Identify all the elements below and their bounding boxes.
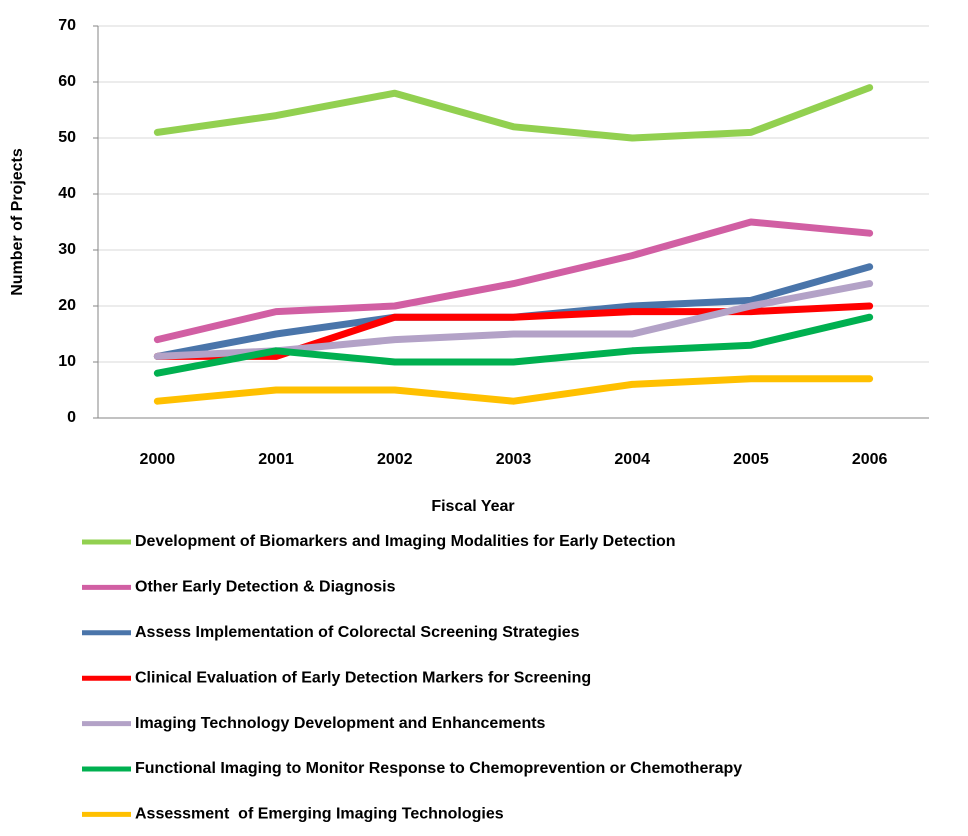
- y-tick-label: 40: [58, 185, 76, 202]
- x-tick-label: 2002: [377, 451, 413, 468]
- series-line: [153, 313, 874, 377]
- x-tick-label: 2006: [852, 451, 888, 468]
- legend-label: Other Early Detection & Diagnosis: [135, 579, 396, 596]
- series-line: [153, 84, 874, 142]
- x-tick-label: 2003: [496, 451, 532, 468]
- x-tick-label: 2000: [140, 451, 176, 468]
- legend-label: Functional Imaging to Monitor Response t…: [135, 760, 742, 777]
- series-line: [153, 375, 874, 405]
- y-tick-label: 0: [67, 409, 76, 426]
- y-tick-label: 20: [58, 297, 76, 314]
- series-line: [153, 302, 874, 360]
- legend-label: Clinical Evaluation of Early Detection M…: [135, 669, 591, 686]
- legend-label: Imaging Technology Development and Enhan…: [135, 715, 546, 732]
- x-tick-label: 2001: [258, 451, 294, 468]
- series-line: [153, 218, 874, 344]
- y-tick-label: 10: [58, 353, 76, 370]
- x-tick-label: 2005: [733, 451, 769, 468]
- x-axis-title: Fiscal Year: [431, 498, 514, 515]
- legend-label: Development of Biomarkers and Imaging Mo…: [135, 533, 676, 550]
- y-tick-label: 70: [58, 17, 76, 34]
- x-tick-label: 2004: [614, 451, 650, 468]
- legend-label: Assessment of Emerging Imaging Technolog…: [135, 806, 504, 823]
- y-tick-label: 60: [58, 73, 76, 90]
- y-axis-title: Number of Projects: [9, 148, 26, 296]
- y-tick-label: 50: [58, 129, 76, 146]
- legend-label: Assess Implementation of Colorectal Scre…: [135, 624, 580, 641]
- y-tick-label: 30: [58, 241, 76, 258]
